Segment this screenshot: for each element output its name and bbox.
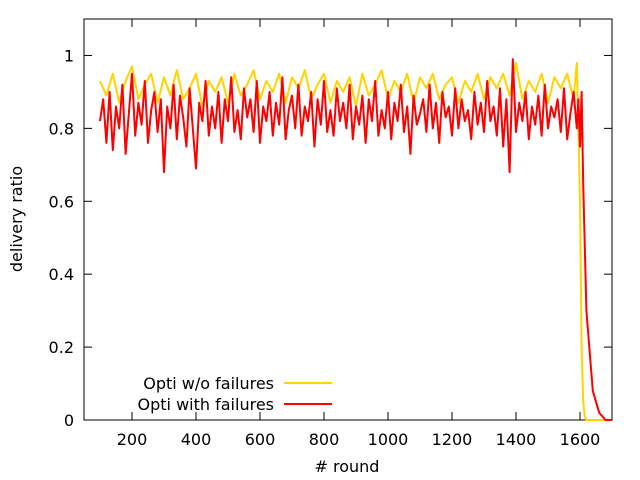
y-tick-label: 0.4 — [49, 265, 74, 284]
axes: 200 400 600 800 1000 1200 1400 1600 0 0.2 0.4 0.6 0.… — [49, 18, 613, 449]
x-tick-label: 600 — [245, 430, 276, 449]
legend-label-2: Opti with failures — [138, 395, 274, 414]
x-tick-label: 1000 — [368, 430, 409, 449]
y-tick-label: 0.8 — [49, 119, 74, 138]
series-layer — [99, 58, 612, 421]
x-tick-label: 800 — [309, 430, 340, 449]
series-line-2 — [99, 58, 612, 421]
y-tick-label: 0.6 — [49, 192, 74, 211]
x-axis-label: # round — [315, 457, 380, 476]
y-tick-label: 0.2 — [49, 338, 74, 357]
plot-frame — [83, 18, 613, 421]
y-axis-label: delivery ratio — [7, 166, 26, 272]
x-tick-label: 1400 — [496, 430, 537, 449]
x-tick-label: 200 — [117, 430, 148, 449]
y-tick-label: 0 — [64, 411, 74, 430]
legend: Opti w/o failures Opti with failures — [138, 374, 332, 414]
y-tick-label: 1 — [64, 46, 74, 65]
legend-label-1: Opti w/o failures — [143, 374, 274, 393]
x-tick-label: 1600 — [560, 430, 601, 449]
x-tick-label: 400 — [181, 430, 212, 449]
x-tick-label: 1200 — [432, 430, 473, 449]
